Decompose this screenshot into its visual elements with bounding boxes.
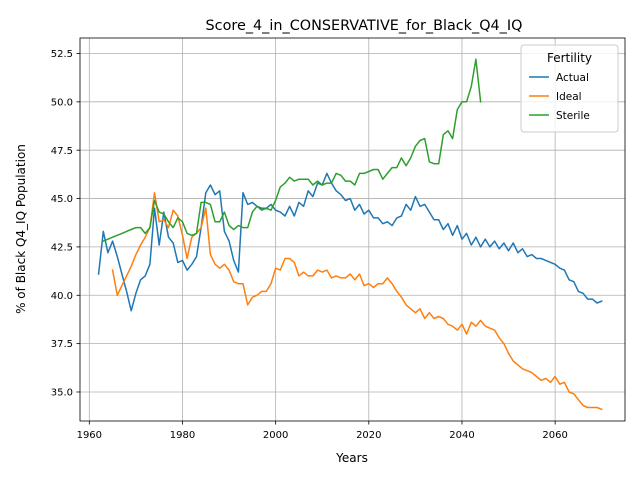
y-tick-label: 50.0 xyxy=(51,97,73,108)
x-tick-label: 2000 xyxy=(263,430,288,441)
x-tick-label: 2020 xyxy=(356,430,381,441)
series-layer xyxy=(97,58,603,411)
series-line-actual xyxy=(97,172,603,312)
x-tick-label: 1960 xyxy=(77,430,102,441)
y-tick-label: 45.0 xyxy=(51,194,73,205)
legend-frame xyxy=(520,44,619,133)
plot-area-frame xyxy=(79,37,626,422)
y-tick-label: 52.5 xyxy=(51,49,73,60)
series-line-sterile xyxy=(102,58,482,243)
y-tick-label: 42.5 xyxy=(51,243,73,254)
x-tick-label: 2040 xyxy=(449,430,474,441)
chart-title: Score_4_in_CONSERVATIVE_for_Black_Q4_IQ xyxy=(206,18,523,34)
legend-label-ideal: Ideal xyxy=(556,91,582,103)
x-tick-label: 2060 xyxy=(542,430,567,441)
x-tick-label: 1980 xyxy=(170,430,195,441)
series-line-ideal xyxy=(111,191,603,411)
y-tick-label: 37.5 xyxy=(51,339,73,350)
x-axis: 1960 1980 2000 2020 2040 2060 xyxy=(77,421,568,441)
legend-title: Fertility xyxy=(547,51,592,65)
grid-lines xyxy=(80,38,625,421)
y-tick-label: 35.0 xyxy=(51,388,73,399)
legend-label-actual: Actual xyxy=(556,72,589,84)
y-axis-label: % of Black Q4_IQ Population xyxy=(14,144,28,314)
legend-label-sterile: Sterile xyxy=(556,110,590,122)
legend: Fertility Actual Ideal Sterile xyxy=(520,44,619,133)
y-tick-label: 40.0 xyxy=(51,291,73,302)
y-tick-label: 47.5 xyxy=(51,146,73,157)
x-axis-label: Years xyxy=(335,451,368,465)
y-axis: 35.0 37.5 40.0 42.5 45.0 47.5 50.0 52.5 xyxy=(51,49,80,399)
